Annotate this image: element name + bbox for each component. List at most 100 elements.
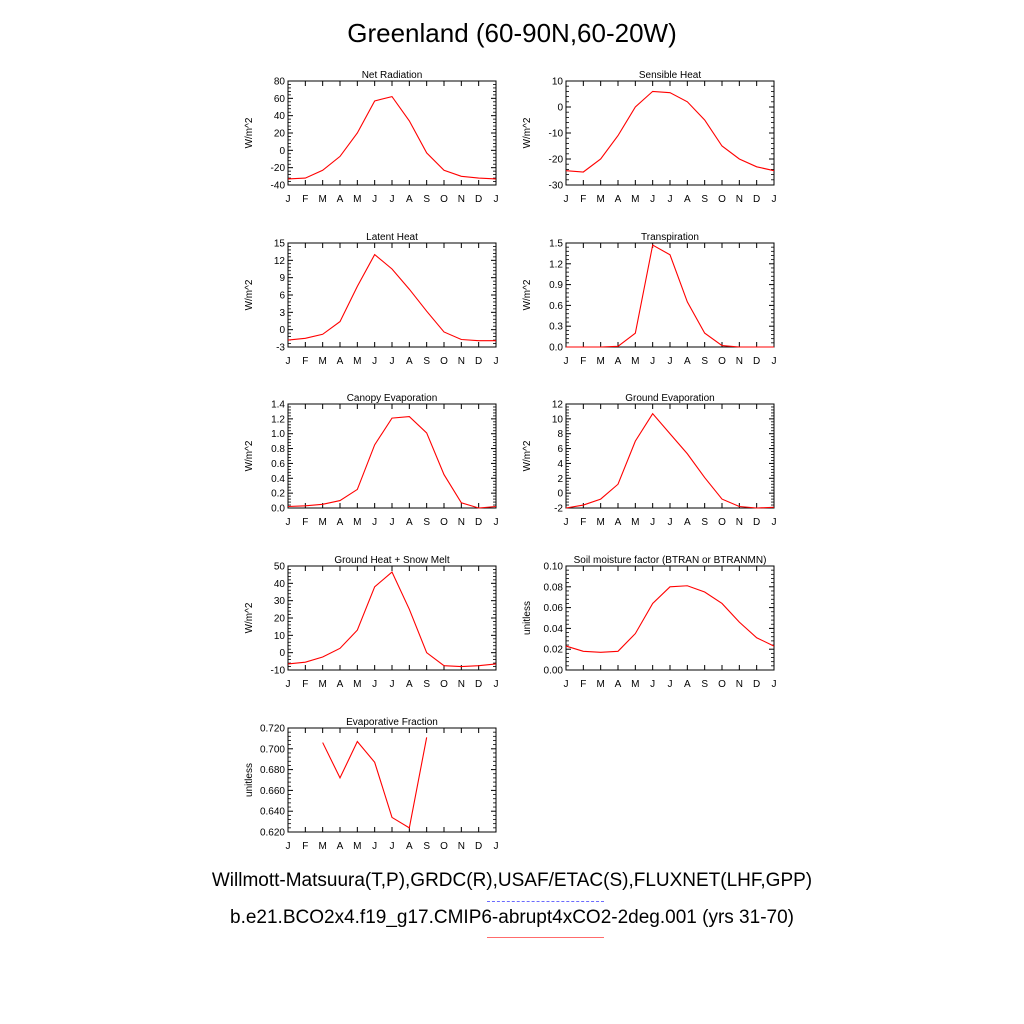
y-axis-label: W/m^2	[244, 117, 255, 148]
y-tick-label: 50	[274, 562, 286, 573]
y-axis-label: W/m^2	[244, 440, 255, 471]
x-tick-label: S	[701, 194, 708, 205]
x-tick-label: O	[440, 841, 448, 852]
y-tick-label: 0	[279, 146, 285, 157]
y-tick-label: 1.2	[549, 259, 563, 270]
y-tick-label: 0.720	[260, 724, 285, 735]
y-tick-label: 20	[274, 614, 286, 625]
x-tick-label: M	[318, 679, 326, 690]
y-tick-label: 1.5	[549, 239, 563, 250]
x-tick-label: S	[423, 679, 430, 690]
y-tick-label: 1.2	[271, 414, 285, 425]
y-tick-label: 0	[279, 325, 285, 336]
x-tick-label: D	[753, 194, 760, 205]
x-tick-label: J	[668, 517, 673, 528]
x-tick-label: M	[631, 356, 639, 367]
y-tick-label: 0	[557, 489, 563, 500]
y-tick-label: -3	[276, 343, 285, 354]
x-tick-label: D	[475, 517, 482, 528]
x-tick-label: D	[753, 517, 760, 528]
x-tick-label: A	[406, 679, 413, 690]
y-tick-label: 3	[279, 308, 285, 319]
x-tick-label: F	[580, 679, 586, 690]
x-tick-label: M	[631, 194, 639, 205]
y-tick-label: 0.9	[549, 280, 563, 291]
series-line	[287, 253, 496, 342]
y-tick-label: 0.620	[260, 828, 285, 839]
x-tick-label: J	[286, 517, 291, 528]
y-tick-label: 0.08	[544, 582, 564, 593]
series-line	[287, 95, 497, 180]
x-tick-label: M	[631, 517, 639, 528]
x-tick-label: M	[318, 194, 326, 205]
x-tick-label: S	[701, 356, 708, 367]
x-tick-label: J	[668, 356, 673, 367]
y-tick-label: 6	[279, 291, 285, 302]
page-title: Greenland (60-90N,60-20W)	[347, 18, 677, 48]
y-tick-label: 2	[557, 474, 563, 485]
x-tick-label: N	[736, 194, 743, 205]
x-tick-label: J	[772, 517, 777, 528]
y-axis-label: W/m^2	[522, 440, 533, 471]
x-tick-label: S	[423, 517, 430, 528]
x-tick-label: S	[423, 194, 430, 205]
x-tick-label: M	[353, 356, 361, 367]
x-tick-label: A	[337, 194, 344, 205]
chart-title: Net Radiation	[362, 70, 423, 81]
chart-title: Sensible Heat	[639, 70, 701, 81]
series-line	[565, 585, 775, 653]
x-tick-label: M	[353, 841, 361, 852]
plot-frame	[565, 403, 775, 509]
x-tick-label: J	[494, 679, 499, 690]
y-axis-label: unitless	[522, 601, 533, 635]
x-tick-label: A	[684, 356, 691, 367]
x-tick-label: O	[440, 194, 448, 205]
y-tick-label: 0.6	[271, 459, 285, 470]
x-tick-label: J	[372, 194, 377, 205]
y-tick-label: 40	[274, 111, 286, 122]
y-tick-label: 0.10	[544, 562, 564, 573]
x-tick-label: F	[580, 194, 586, 205]
y-tick-label: 10	[552, 77, 564, 88]
plot-frame	[287, 565, 497, 671]
x-tick-label: J	[772, 679, 777, 690]
x-tick-label: J	[372, 517, 377, 528]
x-tick-label: J	[372, 679, 377, 690]
y-tick-label: 0.0	[271, 504, 285, 515]
legend-model-swatch	[487, 937, 604, 938]
x-tick-label: J	[564, 679, 569, 690]
x-tick-label: J	[286, 841, 291, 852]
x-tick-label: J	[494, 194, 499, 205]
chart-title: Soil moisture factor (BTRAN or BTRANMN)	[574, 555, 767, 566]
y-axis-label: unitless	[244, 763, 255, 797]
chart-title: Transpiration	[641, 232, 699, 243]
x-tick-label: S	[423, 356, 430, 367]
x-tick-label: M	[596, 679, 604, 690]
x-tick-label: M	[596, 517, 604, 528]
y-axis-label: W/m^2	[522, 117, 533, 148]
x-tick-label: A	[615, 679, 622, 690]
y-tick-label: 10	[274, 631, 286, 642]
x-tick-label: F	[302, 517, 308, 528]
x-tick-label: J	[668, 679, 673, 690]
x-tick-label: J	[650, 679, 655, 690]
plot-frame	[565, 80, 775, 186]
y-tick-label: 0	[279, 648, 285, 659]
chart-panel: Canopy Evaporation W/m^2 0.0 0.2 0.4 0.6 0.8 1.…	[244, 393, 499, 528]
y-tick-label: 0	[557, 103, 563, 114]
series-line	[566, 244, 774, 348]
y-tick-label: 40	[274, 579, 286, 590]
x-tick-label: F	[580, 517, 586, 528]
x-tick-label: A	[406, 194, 413, 205]
x-tick-label: N	[458, 841, 465, 852]
x-tick-label: A	[684, 194, 691, 205]
y-tick-label: 0.3	[549, 322, 563, 333]
x-tick-label: D	[753, 356, 760, 367]
x-tick-label: F	[580, 356, 586, 367]
x-tick-label: J	[390, 194, 395, 205]
x-tick-label: A	[337, 841, 344, 852]
x-tick-label: J	[286, 194, 291, 205]
x-tick-label: D	[475, 841, 482, 852]
series-line	[287, 416, 497, 509]
plot-frame	[565, 242, 775, 348]
